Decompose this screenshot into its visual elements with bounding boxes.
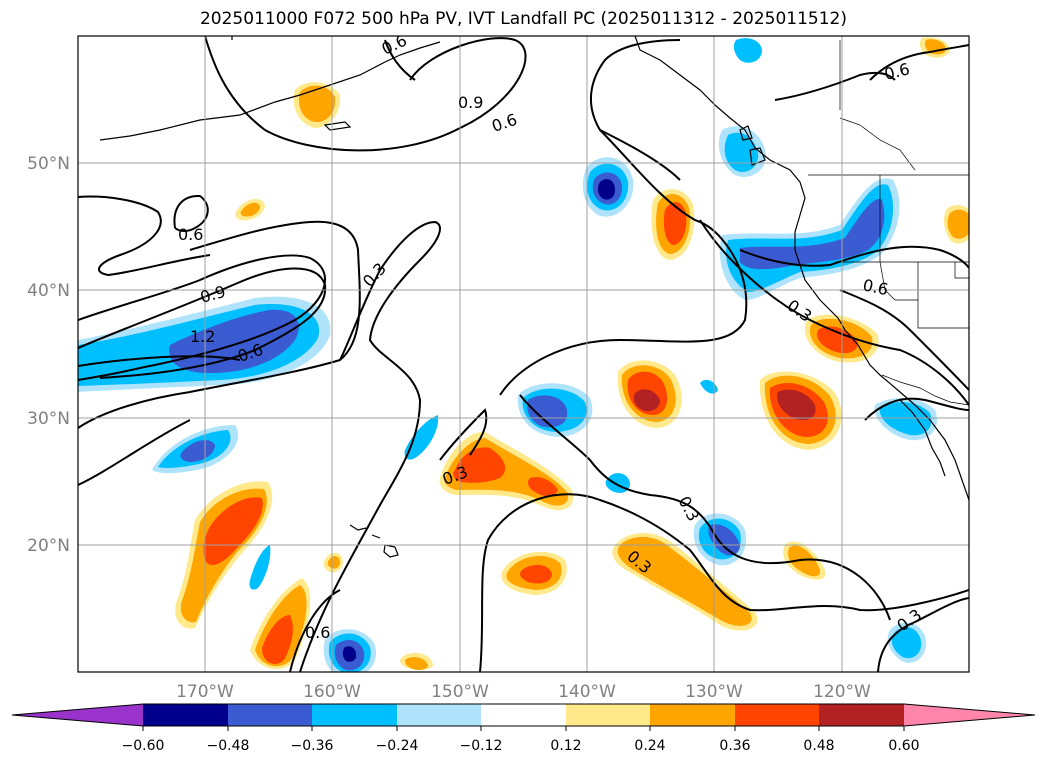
pv-contour-lines [78,36,969,672]
colorbar-tick: 0.24 [634,738,665,754]
colorbar-tick: −0.36 [291,738,334,754]
lon-label: 130°W [685,682,743,702]
political-borders [808,40,969,406]
latitude-labels: 50°N 40°N 30°N 20°N [27,154,70,556]
contour-label: 0.9 [458,93,483,112]
lon-label: 150°W [431,682,489,702]
colorbar-tick: 0.36 [719,738,750,754]
contour-label: 1.2 [190,327,215,346]
lon-label: 170°W [176,682,234,702]
coastlines [99,36,969,558]
colorbar-tick: −0.24 [376,738,419,754]
map-frame [77,35,970,673]
map-title: 2025011000 F072 500 hPa PV, IVT Landfall… [199,9,847,29]
colorbar-tick: −0.48 [207,738,250,754]
colorbar: −0.60 −0.48 −0.36 −0.24 −0.12 0.12 0.24 … [11,703,1036,754]
colorbar-tick: −0.12 [460,738,503,754]
colorbar-tick: 0.12 [550,738,581,754]
contour-label: 0.6 [178,225,203,244]
lon-label: 140°W [558,682,616,702]
lat-label: 20°N [27,536,70,556]
colorbar-tick: 0.60 [888,738,919,754]
colorbar-extend-high [904,704,1035,726]
map-gridlines [78,36,969,672]
colorbar-extend-low [12,704,143,726]
colorbar-tick: −0.60 [122,738,165,754]
contour-label: 0.6 [861,275,890,299]
map-plot-area: 0.6 0.9 0.6 0.6 0.9 1.2 0.6 0.3 0.3 0.3 … [78,36,969,672]
colorbar-tick: 0.48 [803,738,834,754]
contour-label: 0.6 [305,623,330,642]
lon-label: 120°W [813,682,871,702]
lon-label: 160°W [303,682,361,702]
lat-label: 50°N [27,154,70,174]
lat-label: 40°N [27,281,70,301]
lat-label: 30°N [27,409,70,429]
longitude-labels: 170°W 160°W 150°W 140°W 130°W 120°W [176,682,871,702]
